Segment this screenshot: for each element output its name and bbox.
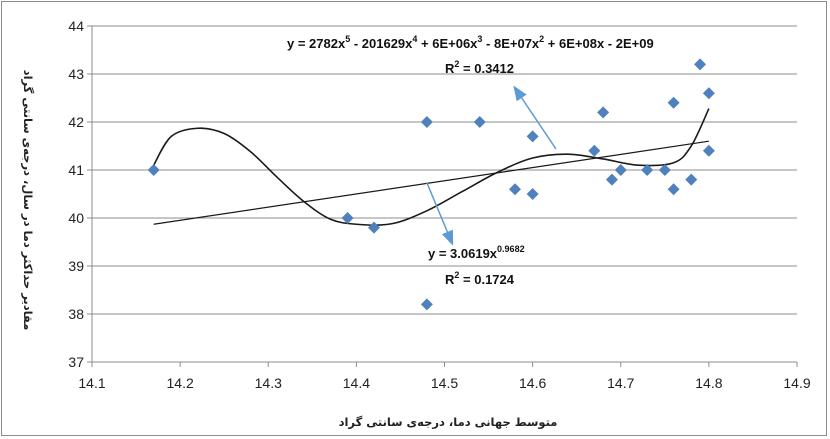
- x-axis-title: متوسط جهانی دما، درجه‌ی سانتی گراد: [339, 415, 558, 430]
- y-tick-label: 42: [68, 114, 84, 130]
- y-axis-title: مقادیر حداکثر دما در سال، درجه‌ی سانتی گ…: [21, 70, 35, 331]
- data-point-marker: [341, 212, 354, 224]
- tick-labels: 37 38 39 40 41 42 43 44 14.1 14.2 14.3 14.4 14.5 14.6…: [68, 18, 810, 391]
- x-tick-label: 14.4: [343, 375, 370, 391]
- data-points: [147, 58, 715, 311]
- poly-equation-arrow: [513, 85, 557, 150]
- data-point-marker: [641, 164, 654, 176]
- data-point-marker: [368, 221, 380, 234]
- y-tick-label: 43: [68, 66, 84, 82]
- y-tick-label: 37: [68, 354, 84, 370]
- y-tick-label: 39: [68, 258, 84, 274]
- y-tick-label: 40: [68, 210, 84, 226]
- data-point-marker: [685, 173, 698, 186]
- gridlines: [92, 25, 797, 363]
- data-point-marker: [667, 183, 680, 196]
- data-point-marker: [667, 96, 680, 109]
- poly-equation: y = 2782x5 - 201629x4 + 6E+06x3 - 8E+07x…: [287, 34, 654, 51]
- y-tick-label: 44: [68, 18, 84, 34]
- power-trendline: [153, 140, 709, 225]
- data-point-marker: [614, 164, 627, 176]
- trendlines: [152, 108, 710, 226]
- x-tick-label: 14.5: [431, 375, 458, 391]
- power-equation: y = 3.0619x0.9682: [428, 244, 525, 261]
- data-point-marker: [420, 116, 433, 128]
- data-point-marker: [597, 106, 610, 119]
- axes: [87, 25, 798, 367]
- x-tick-label: 14.1: [78, 375, 105, 391]
- x-tick-label: 14.3: [255, 375, 282, 391]
- x-tick-label: 14.7: [607, 375, 634, 391]
- data-point-marker: [702, 87, 715, 100]
- data-point-marker: [473, 116, 486, 128]
- poly-r-squared: R2 = 0.3412: [445, 59, 514, 76]
- data-point-marker: [420, 298, 433, 311]
- data-point-marker: [702, 144, 715, 157]
- data-point-marker: [526, 188, 539, 200]
- x-tick-label: 14.8: [695, 375, 722, 391]
- x-tick-label: 14.9: [783, 375, 810, 391]
- data-point-marker: [526, 130, 539, 143]
- y-tick-label: 41: [68, 162, 84, 178]
- x-tick-label: 14.6: [519, 375, 546, 391]
- power-equation-arrow: [426, 182, 454, 246]
- data-point-marker: [694, 58, 707, 71]
- x-tick-label: 14.2: [167, 375, 194, 391]
- data-point-marker: [509, 183, 521, 196]
- y-tick-label: 38: [68, 306, 84, 322]
- polynomial-trendline: [152, 108, 710, 226]
- data-point-marker: [658, 164, 671, 176]
- data-point-marker: [588, 144, 601, 157]
- data-point-marker: [147, 164, 160, 176]
- data-point-marker: [605, 173, 618, 186]
- power-r-squared: R2 = 0.1724: [445, 270, 515, 287]
